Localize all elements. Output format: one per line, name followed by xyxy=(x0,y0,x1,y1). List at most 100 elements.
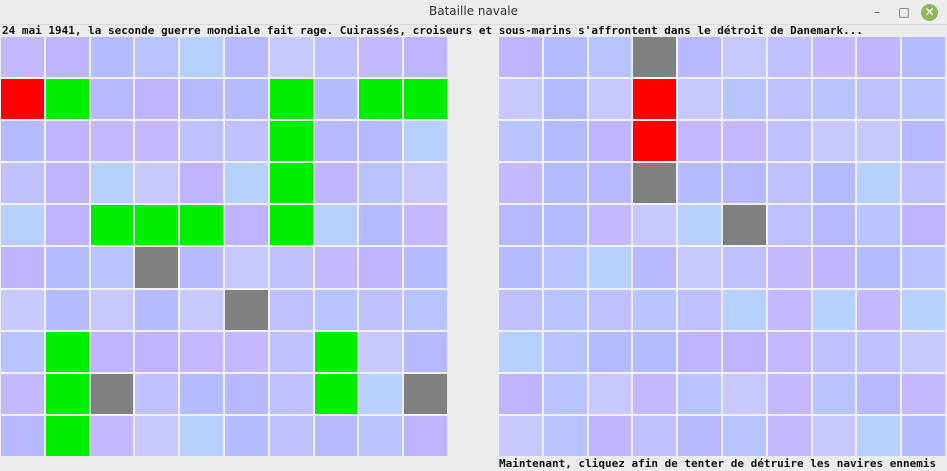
grid-cell[interactable] xyxy=(678,373,721,414)
minimize-button[interactable]: – xyxy=(874,5,880,19)
grid-cell[interactable] xyxy=(857,331,901,372)
grid-cell[interactable] xyxy=(633,205,677,246)
grid-cell[interactable] xyxy=(588,247,632,288)
grid-cell[interactable] xyxy=(902,163,945,204)
grid-cell[interactable] xyxy=(812,121,856,162)
grid-cell[interactable] xyxy=(857,121,901,162)
grid-cell[interactable] xyxy=(722,79,766,120)
grid-cell[interactable] xyxy=(902,121,945,162)
grid-cell[interactable] xyxy=(767,415,811,456)
grid-cell[interactable] xyxy=(588,163,632,204)
grid-cell[interactable] xyxy=(902,79,945,120)
grid-cell[interactable] xyxy=(722,331,766,372)
grid-cell[interactable] xyxy=(857,205,901,246)
grid-cell[interactable] xyxy=(857,415,901,456)
grid-cell[interactable] xyxy=(543,37,587,78)
grid-cell[interactable] xyxy=(722,415,766,456)
maximize-button[interactable]: □ xyxy=(898,5,910,19)
grid-cell[interactable] xyxy=(812,289,856,330)
grid-cell[interactable] xyxy=(767,331,811,372)
grid-cell[interactable] xyxy=(633,247,677,288)
grid-cell[interactable] xyxy=(543,205,587,246)
grid-cell[interactable] xyxy=(499,205,542,246)
grid-cell[interactable] xyxy=(499,79,542,120)
grid-cell[interactable] xyxy=(499,247,542,288)
grid-cell[interactable] xyxy=(678,205,721,246)
grid-cell[interactable] xyxy=(543,289,587,330)
grid-cell[interactable] xyxy=(857,79,901,120)
grid-cell[interactable] xyxy=(678,247,721,288)
grid-cell[interactable] xyxy=(543,121,587,162)
grid-cell[interactable] xyxy=(812,163,856,204)
grid-cell[interactable] xyxy=(588,373,632,414)
grid-cell[interactable] xyxy=(902,373,945,414)
grid-cell[interactable] xyxy=(588,79,632,120)
grid-cell[interactable] xyxy=(902,205,945,246)
grid-cell[interactable] xyxy=(678,289,721,330)
grid-cell[interactable] xyxy=(633,415,677,456)
grid-cell[interactable] xyxy=(722,121,766,162)
grid-cell[interactable] xyxy=(767,373,811,414)
enemy-board[interactable] xyxy=(499,37,945,456)
grid-cell[interactable] xyxy=(902,289,945,330)
grid-cell[interactable] xyxy=(633,79,677,120)
grid-cell[interactable] xyxy=(812,415,856,456)
grid-cell[interactable] xyxy=(767,163,811,204)
grid-cell[interactable] xyxy=(499,37,542,78)
grid-cell[interactable] xyxy=(767,37,811,78)
grid-cell[interactable] xyxy=(588,121,632,162)
grid-cell[interactable] xyxy=(543,163,587,204)
grid-cell[interactable] xyxy=(857,163,901,204)
grid-cell[interactable] xyxy=(633,331,677,372)
grid-cell[interactable] xyxy=(678,37,721,78)
grid-cell[interactable] xyxy=(678,163,721,204)
grid-cell[interactable] xyxy=(767,121,811,162)
grid-cell[interactable] xyxy=(767,205,811,246)
grid-cell[interactable] xyxy=(499,121,542,162)
grid-cell[interactable] xyxy=(902,415,945,456)
grid-cell[interactable] xyxy=(678,79,721,120)
grid-cell[interactable] xyxy=(722,37,766,78)
grid-cell[interactable] xyxy=(722,289,766,330)
grid-cell[interactable] xyxy=(812,79,856,120)
grid-cell[interactable] xyxy=(633,373,677,414)
grid-cell[interactable] xyxy=(722,163,766,204)
grid-cell[interactable] xyxy=(499,415,542,456)
grid-cell[interactable] xyxy=(499,373,542,414)
grid-cell[interactable] xyxy=(767,289,811,330)
grid-cell[interactable] xyxy=(902,331,945,372)
grid-cell[interactable] xyxy=(543,373,587,414)
grid-cell[interactable] xyxy=(857,247,901,288)
grid-cell[interactable] xyxy=(902,37,945,78)
grid-cell[interactable] xyxy=(633,121,677,162)
grid-cell[interactable] xyxy=(722,373,766,414)
grid-cell[interactable] xyxy=(588,37,632,78)
grid-cell[interactable] xyxy=(722,247,766,288)
close-button[interactable]: ✕ xyxy=(921,4,938,21)
grid-cell[interactable] xyxy=(543,247,587,288)
grid-cell[interactable] xyxy=(678,415,721,456)
grid-cell[interactable] xyxy=(499,163,542,204)
grid-cell[interactable] xyxy=(543,79,587,120)
grid-cell[interactable] xyxy=(588,331,632,372)
grid-cell[interactable] xyxy=(812,37,856,78)
grid-cell[interactable] xyxy=(633,163,677,204)
grid-cell[interactable] xyxy=(588,415,632,456)
grid-cell[interactable] xyxy=(722,205,766,246)
grid-cell[interactable] xyxy=(812,205,856,246)
grid-cell[interactable] xyxy=(857,289,901,330)
grid-cell[interactable] xyxy=(678,331,721,372)
grid-cell[interactable] xyxy=(902,247,945,288)
grid-cell[interactable] xyxy=(543,415,587,456)
grid-cell[interactable] xyxy=(812,331,856,372)
grid-cell[interactable] xyxy=(857,37,901,78)
grid-cell[interactable] xyxy=(812,247,856,288)
grid-cell[interactable] xyxy=(678,121,721,162)
grid-cell[interactable] xyxy=(633,289,677,330)
grid-cell[interactable] xyxy=(767,79,811,120)
grid-cell[interactable] xyxy=(633,37,677,78)
grid-cell[interactable] xyxy=(499,289,542,330)
grid-cell[interactable] xyxy=(812,373,856,414)
grid-cell[interactable] xyxy=(588,289,632,330)
grid-cell[interactable] xyxy=(857,373,901,414)
